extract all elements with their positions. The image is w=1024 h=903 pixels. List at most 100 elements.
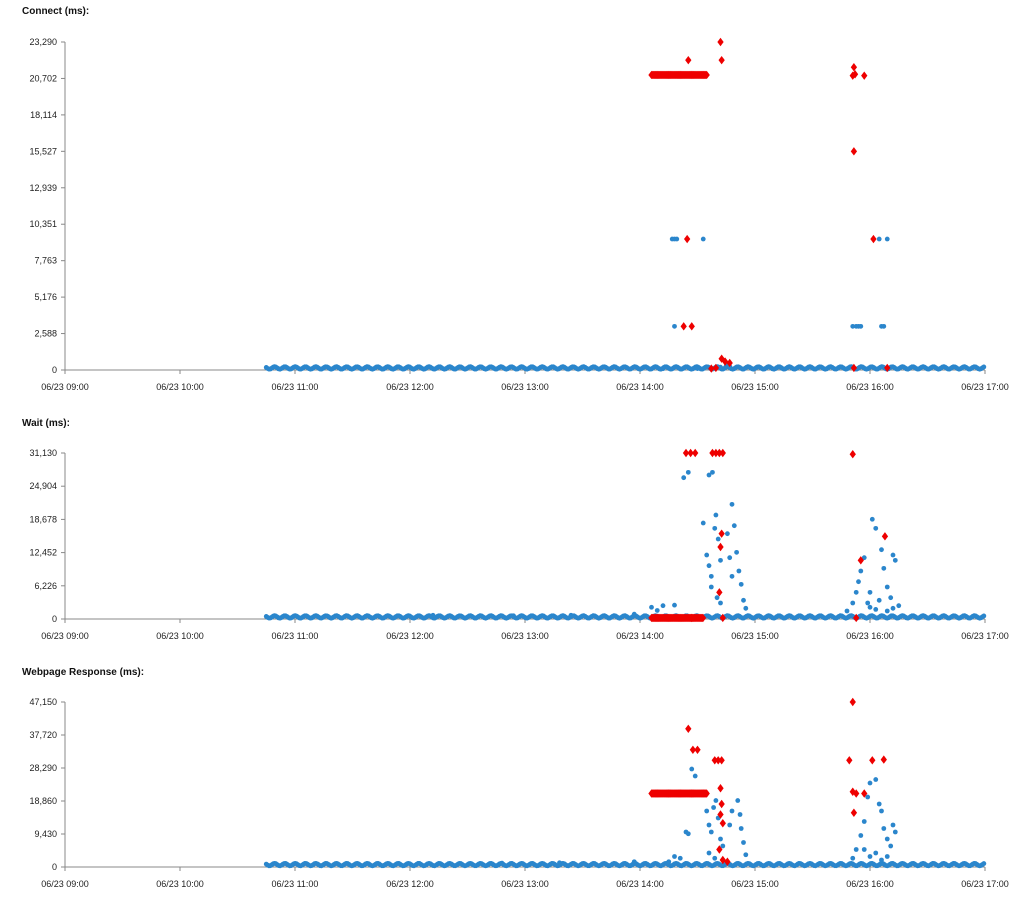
y-tick-label: 0	[52, 365, 57, 375]
error-point	[703, 789, 710, 798]
data-point	[631, 611, 637, 617]
y-tick-label: 18,860	[29, 796, 57, 806]
error-point	[718, 529, 725, 538]
data-point	[677, 366, 683, 372]
y-tick-label: 9,430	[34, 829, 57, 839]
data-point	[888, 843, 894, 849]
data-point	[700, 236, 706, 242]
error-point	[849, 450, 856, 459]
data-point	[741, 597, 746, 603]
data-point	[729, 573, 735, 579]
data-point	[654, 608, 660, 613]
data-point	[861, 847, 867, 852]
data-point	[867, 589, 873, 595]
y-tick-label: 28,290	[29, 763, 57, 773]
data-point	[876, 597, 882, 603]
data-point	[706, 472, 712, 478]
data-point	[708, 829, 714, 835]
data-point	[869, 516, 875, 522]
data-point	[689, 766, 695, 772]
data-point	[884, 236, 890, 242]
data-point	[672, 602, 677, 608]
error-point	[709, 448, 716, 458]
y-tick-label: 20,702	[29, 73, 57, 83]
data-point	[706, 563, 712, 569]
data-point	[867, 604, 873, 610]
x-tick-label: 06/23 09:00	[41, 382, 89, 392]
error-point	[884, 363, 891, 373]
data-point	[710, 469, 715, 475]
error-point	[715, 756, 722, 765]
x-tick-label: 06/23 11:00	[272, 631, 319, 641]
error-point	[717, 542, 724, 552]
x-tick-label: 06/23 12:00	[386, 631, 434, 641]
data-point	[704, 552, 710, 558]
x-tick-label: 06/23 16:00	[846, 382, 894, 392]
error-point	[870, 234, 877, 244]
x-tick-label: 06/23 11:00	[272, 382, 319, 392]
error-point	[719, 855, 726, 865]
data-point	[881, 323, 887, 329]
error-point	[717, 784, 724, 793]
error-point	[718, 799, 725, 809]
data-point	[850, 323, 856, 329]
data-point	[873, 777, 879, 782]
x-tick-label: 06/23 13:00	[501, 382, 549, 392]
data-point	[884, 608, 890, 614]
y-tick-label: 37,720	[29, 730, 57, 740]
error-point	[685, 55, 692, 65]
y-tick-label: 18,678	[29, 514, 57, 524]
x-tick-label: 06/23 10:00	[156, 631, 204, 641]
error-point	[849, 697, 856, 707]
data-point	[692, 773, 698, 779]
data-point	[700, 520, 706, 526]
x-tick-label: 06/23 09:00	[41, 879, 89, 889]
data-point	[720, 843, 726, 849]
y-tick-label: 10,351	[29, 219, 57, 229]
data-point	[499, 860, 505, 866]
baseline-point	[981, 613, 987, 619]
y-tick-label: 6,226	[34, 581, 57, 591]
data-point	[708, 584, 714, 590]
x-tick-label: 06/23 13:00	[501, 631, 549, 641]
data-point	[858, 568, 864, 574]
data-point	[715, 536, 721, 542]
error-point	[712, 448, 720, 458]
error-point	[880, 755, 887, 764]
x-tick-label: 06/23 13:00	[501, 879, 549, 889]
error-point	[857, 556, 864, 565]
data-point	[430, 612, 436, 618]
error-point	[719, 819, 726, 828]
data-point	[879, 547, 884, 553]
error-point	[849, 787, 856, 796]
data-point	[737, 812, 743, 817]
data-point	[736, 568, 742, 574]
data-point	[725, 531, 730, 537]
data-point	[568, 612, 574, 618]
chart-panel: 0 6,226 12,452 18,678 24,904 31,130 06/23 09:0…	[29, 448, 1008, 641]
error-point	[853, 613, 860, 623]
data-point	[876, 236, 882, 242]
data-point	[674, 236, 680, 242]
x-tick-label: 06/23 17:00	[961, 879, 1009, 889]
data-point	[738, 826, 744, 831]
error-point	[850, 63, 858, 72]
data-point	[649, 604, 654, 610]
chart-title-wait: Wait (ms):	[22, 418, 70, 429]
data-point	[713, 798, 719, 803]
error-point	[726, 358, 733, 368]
data-point	[890, 822, 896, 828]
y-tick-label: 12,452	[29, 548, 57, 558]
data-point	[867, 854, 873, 859]
data-point	[712, 525, 718, 531]
error-point	[721, 357, 729, 366]
data-point	[706, 850, 712, 856]
data-point	[850, 600, 856, 606]
data-point	[888, 595, 894, 601]
data-point	[718, 600, 723, 606]
data-point	[677, 855, 683, 861]
data-point	[884, 584, 890, 590]
data-point	[695, 366, 700, 371]
y-tick-label: 7,763	[34, 256, 57, 266]
data-point	[704, 808, 710, 814]
